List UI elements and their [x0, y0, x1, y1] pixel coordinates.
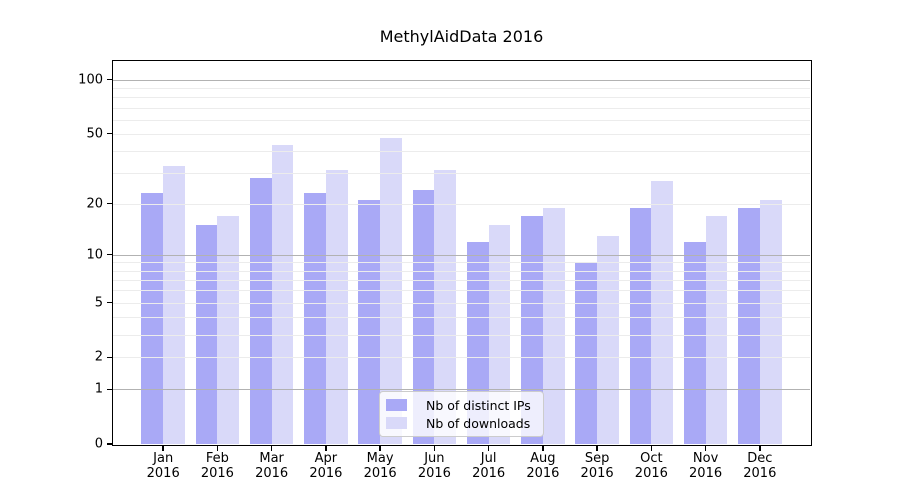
minor-gridline: [113, 316, 810, 318]
bar-distinct-ips: [249, 178, 272, 444]
gridlines-layer: [113, 61, 810, 444]
x-tick-label: Nov 2016: [689, 451, 723, 481]
x-tick-mark: [542, 445, 544, 451]
minor-gridline: [113, 357, 810, 359]
minor-gridline: [113, 203, 810, 205]
minor-gridline: [113, 279, 810, 281]
bar-downloads: [217, 215, 240, 444]
minor-gridline: [113, 270, 810, 272]
bar-distinct-ips: [738, 207, 760, 444]
y-tick-mark: [107, 356, 113, 359]
bar-distinct-ips: [412, 189, 435, 444]
x-tick-label: Jan 2016: [146, 451, 180, 481]
y-tick-label: 1: [94, 381, 103, 397]
bar-downloads: [759, 200, 782, 444]
bar-downloads: [651, 180, 674, 444]
x-tick-mark: [596, 445, 598, 451]
legend-item-distinct-ips: Nb of distinct IPs: [386, 396, 537, 414]
minor-gridline: [113, 87, 810, 89]
x-tick-mark: [704, 445, 707, 451]
x-tick-label: Aug 2016: [526, 451, 560, 481]
y-tick-label: 50: [86, 126, 103, 142]
major-gridline: [113, 254, 810, 256]
y-tick-label: 20: [86, 196, 103, 212]
minor-gridline: [113, 262, 810, 264]
legend: Nb of distinct IPs Nb of downloads: [379, 391, 544, 437]
x-tick-label: Mar 2016: [255, 451, 289, 481]
legend-swatch-downloads: [386, 417, 407, 429]
minor-gridline: [113, 133, 810, 135]
y-tick-label: 0: [94, 436, 103, 452]
x-tick-mark: [650, 445, 653, 451]
minor-gridline: [113, 97, 810, 99]
x-tick-mark: [325, 445, 327, 451]
legend-item-downloads: Nb of downloads: [386, 414, 537, 432]
minor-gridline: [113, 119, 810, 121]
x-tick-label: Feb 2016: [200, 451, 234, 481]
bar-downloads: [271, 145, 294, 444]
legend-label-downloads: Nb of downloads: [426, 415, 531, 431]
plot-area: Nb of distinct IPs Nb of downloads: [113, 61, 810, 444]
y-tick-label: 5: [94, 295, 103, 311]
bar-distinct-ips: [683, 241, 706, 444]
bar-downloads: [325, 170, 348, 444]
bar-downloads: [705, 215, 728, 444]
x-tick-mark: [270, 445, 273, 451]
y-tick-mark: [107, 253, 113, 256]
legend-swatch-distinct-ips: [386, 399, 407, 411]
bar-distinct-ips: [629, 207, 652, 444]
x-tick-mark: [759, 445, 761, 451]
y-tick-label: 10: [86, 247, 103, 263]
x-tick-label: May 2016: [363, 451, 397, 481]
x-tick-mark: [433, 445, 436, 451]
major-gridline: [113, 79, 810, 81]
x-tick-mark: [487, 445, 490, 451]
minor-gridline: [113, 302, 810, 304]
minor-gridline: [113, 334, 810, 336]
y-tick-mark: [107, 443, 113, 445]
chart-title: MethylAidData 2016: [379, 27, 544, 46]
bar-downloads: [597, 235, 619, 444]
x-tick-label: Jun 2016: [417, 451, 451, 481]
y-tick-mark: [107, 202, 113, 205]
bar-distinct-ips: [358, 200, 381, 444]
minor-gridline: [113, 172, 810, 174]
bar-downloads: [434, 170, 457, 444]
y-tick-mark: [107, 388, 113, 391]
y-tick-mark: [107, 132, 113, 135]
bar-downloads: [163, 165, 185, 444]
x-tick-label: Apr 2016: [309, 451, 343, 481]
x-tick-label: Dec 2016: [743, 451, 777, 481]
major-gridline: [113, 389, 810, 391]
bar-downloads: [542, 207, 565, 444]
x-tick-mark: [379, 445, 381, 451]
minor-gridline: [113, 150, 810, 152]
x-tick-label: Oct 2016: [634, 451, 668, 481]
minor-gridline: [113, 290, 810, 292]
x-tick-mark: [162, 445, 164, 451]
bar-distinct-ips: [575, 262, 598, 444]
bar-distinct-ips: [141, 193, 164, 444]
y-tick-mark: [107, 301, 113, 304]
y-tick-label: 2: [94, 349, 103, 365]
bar-distinct-ips: [304, 193, 326, 444]
bar-distinct-ips: [521, 215, 543, 444]
legend-label-distinct-ips: Nb of distinct IPs: [426, 397, 531, 413]
x-tick-label: Jul 2016: [472, 451, 506, 481]
y-tick-mark: [107, 78, 113, 81]
minor-gridline: [113, 107, 810, 109]
x-tick-mark: [216, 445, 219, 451]
x-tick-label: Sep 2016: [580, 451, 614, 481]
y-tick-label: 100: [78, 72, 103, 88]
